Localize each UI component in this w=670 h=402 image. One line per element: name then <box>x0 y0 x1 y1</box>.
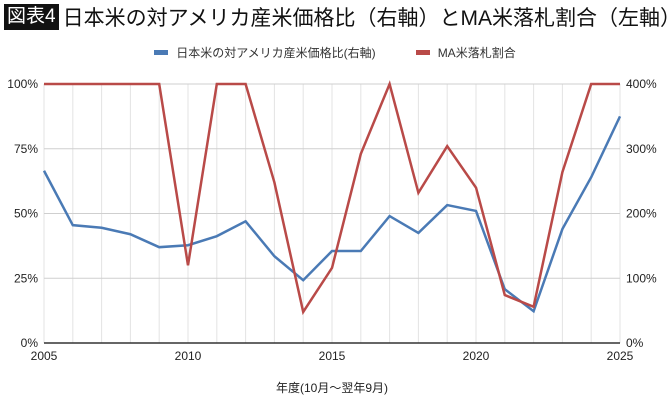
legend: 日本米の対アメリカ産米価格比(右軸) MA米落札割合 <box>0 44 670 61</box>
legend-label: MA米落札割合 <box>437 46 516 60</box>
x-tick-label: 2020 <box>463 349 490 363</box>
legend-item-price-ratio: 日本米の対アメリカ産米価格比(右軸) <box>154 44 376 61</box>
x-tick-label: 2025 <box>607 349 634 363</box>
y-left-tick-label: 75% <box>14 142 38 156</box>
x-tick-label: 2010 <box>175 349 202 363</box>
legend-label: 日本米の対アメリカ産米価格比(右軸) <box>176 46 376 60</box>
legend-swatch-red <box>415 50 430 55</box>
chart-title: 図表4 日本米の対アメリカ産米価格比（右軸）とMA米落札割合（左軸） <box>4 3 670 31</box>
x-axis-label: 年度(10月～翌年9月) <box>276 380 388 395</box>
figure-badge: 図表4 <box>4 4 59 30</box>
y-right-tick-label: 0% <box>626 336 644 350</box>
title-text: 日本米の対アメリカ産米価格比（右軸）とMA米落札割合（左軸） <box>62 7 670 30</box>
y-left-tick-label: 50% <box>14 207 38 221</box>
x-tick-label: 2005 <box>31 349 58 363</box>
legend-item-ma-rate: MA米落札割合 <box>415 44 516 61</box>
y-right-tick-label: 400% <box>626 77 657 91</box>
y-left-tick-label: 0% <box>21 336 39 350</box>
x-tick-label: 2015 <box>319 349 346 363</box>
y-right-tick-label: 300% <box>626 142 657 156</box>
y-left-tick-label: 25% <box>14 271 38 285</box>
legend-swatch-blue <box>154 50 169 55</box>
y-right-tick-label: 200% <box>626 207 657 221</box>
y-left-tick-label: 100% <box>7 77 38 91</box>
y-right-tick-label: 100% <box>626 271 657 285</box>
